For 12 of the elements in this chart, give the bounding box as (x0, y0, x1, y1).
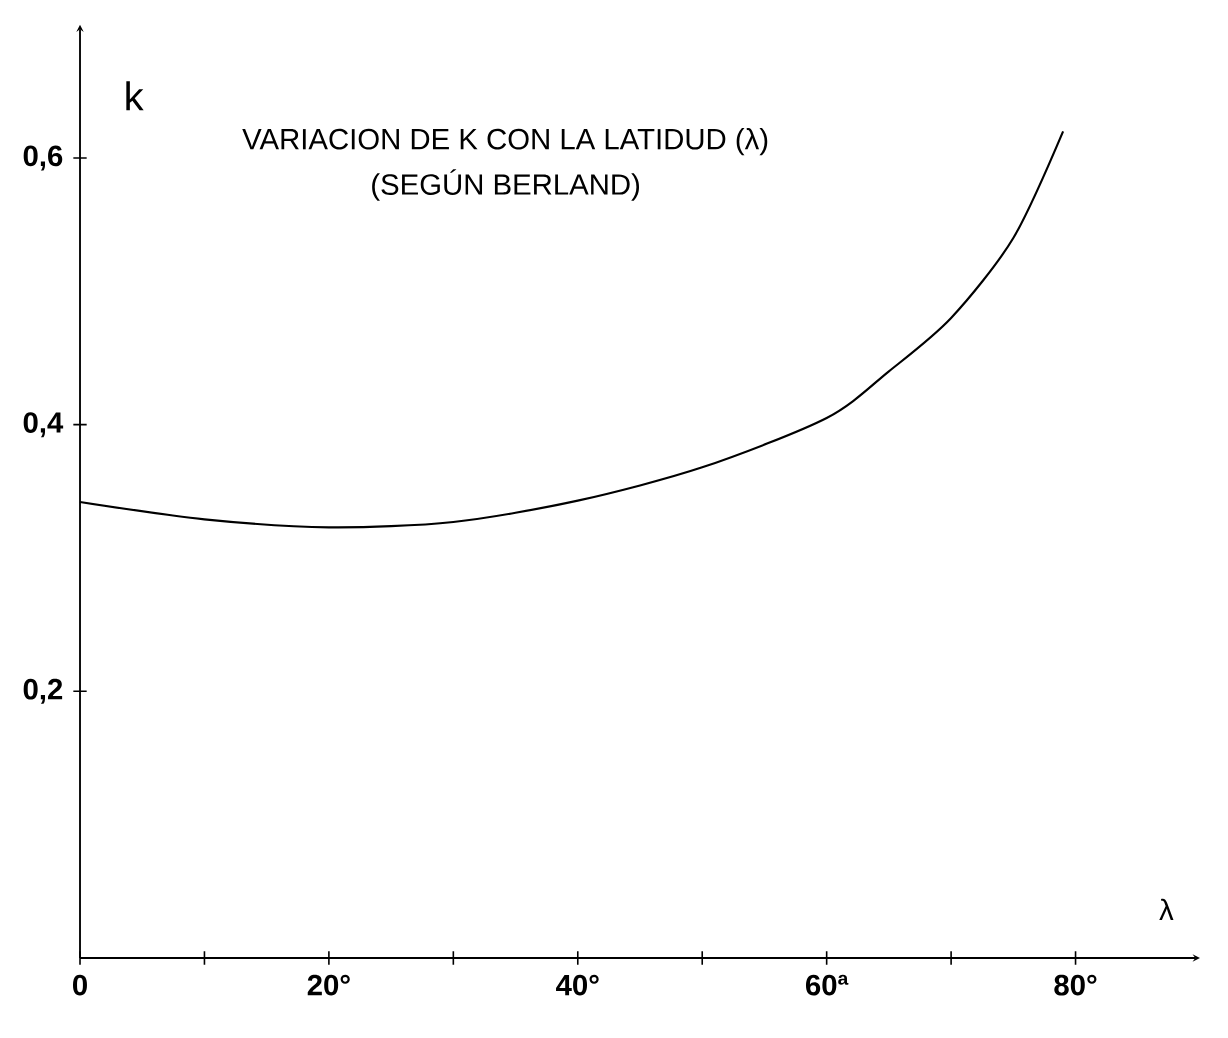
y-tick-label: 0,2 (23, 678, 63, 704)
text: VARIACION DE K CON LA LATIDUD (λ) (242, 128, 768, 156)
y-tick-label: 0,6 (23, 145, 63, 171)
x-tick-label: 20° (307, 974, 350, 996)
x-tick-label: 80° (1054, 974, 1097, 996)
x-tick-label: 60ª (805, 974, 849, 996)
x-tick-label: 40° (556, 974, 599, 996)
x-tick-label: 0 (73, 974, 87, 996)
text: (SEGÚN BERLAND) (372, 169, 640, 201)
y-axis-title: k (126, 81, 144, 111)
x-axis-title: λ (1159, 898, 1174, 920)
y-tick-label: 0,4 (23, 412, 64, 438)
